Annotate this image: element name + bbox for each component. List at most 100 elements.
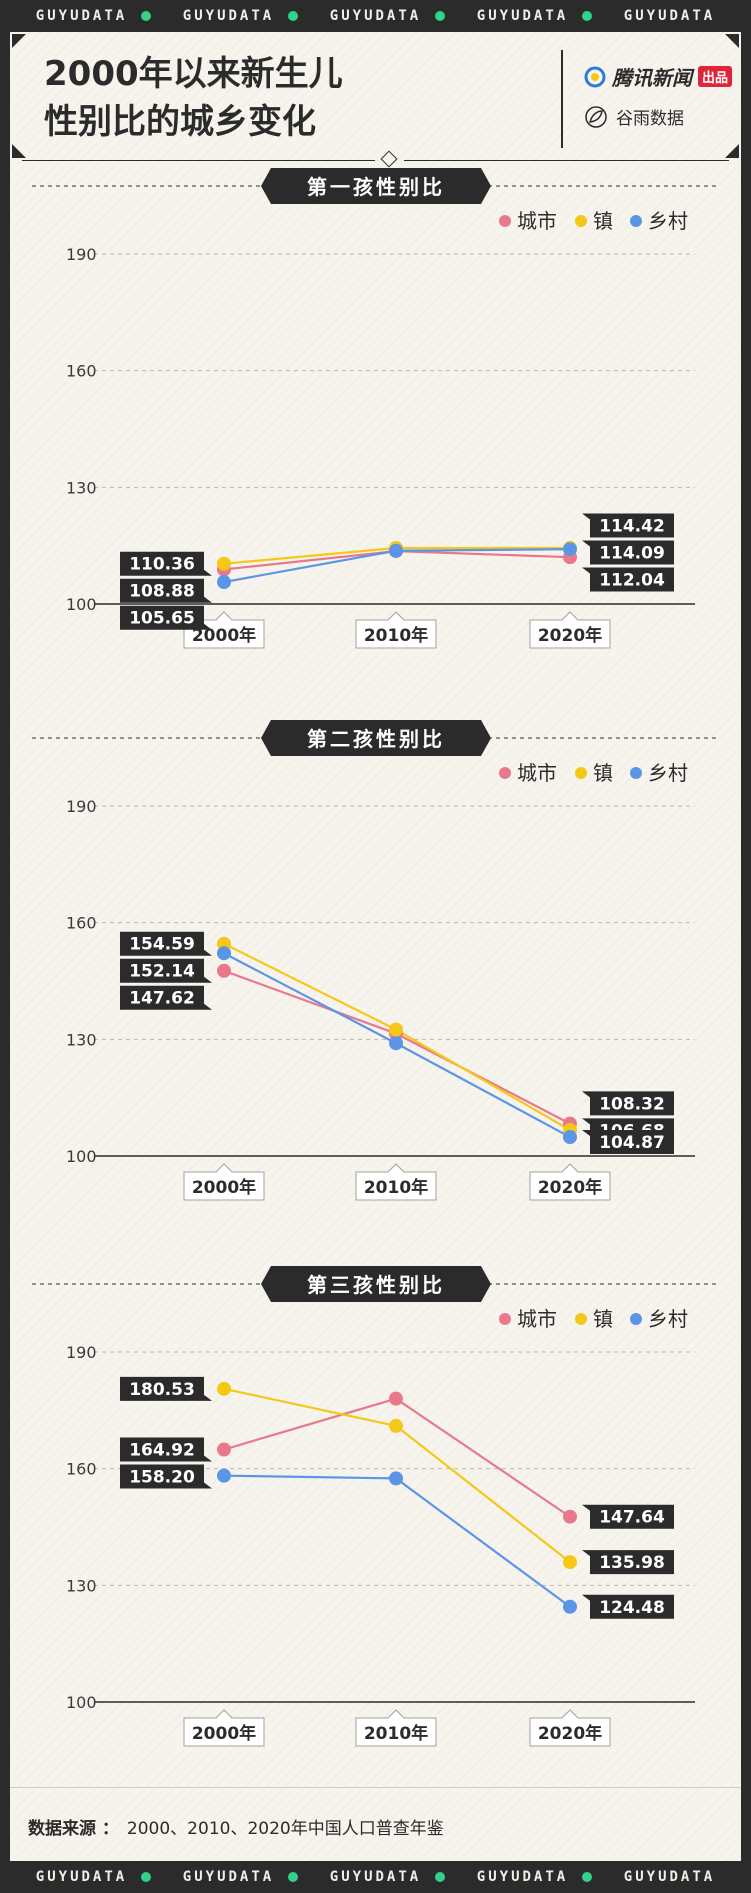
x-category-tag [183,1163,265,1201]
x-category-tag [529,1709,611,1747]
y-tick-label: 160 [66,1460,97,1479]
band-text: GUYUDATA [35,1869,128,1885]
data-label-box [120,1437,212,1462]
data-label-box [120,578,212,603]
legend-label: 乡村 [648,761,688,785]
section-title-pill [261,168,491,204]
data-label-box [582,1550,674,1575]
band-text: GUYUDATA [182,8,275,24]
data-point-town [217,556,231,571]
data-point-town [389,1022,403,1037]
data-label-box [582,1594,674,1619]
data-label: 114.42 [599,517,665,537]
legend-dot [575,215,587,227]
band-text: GUYUDATA [329,8,422,24]
data-point-rural [389,1471,403,1486]
data-point-rural [389,1036,403,1051]
data-label: 114.09 [599,544,665,564]
title-line-1: 2000年以来新生儿 [44,54,343,94]
y-tick-label: 100 [66,1693,97,1712]
title-line-2: 性别比的城乡变化 [44,102,316,142]
data-label: 108.88 [129,582,195,602]
footer-rule [10,1787,741,1788]
data-label-box [582,513,674,538]
data-label-box [582,540,674,565]
data-point-town [389,1418,403,1433]
data-label: 105.65 [129,609,195,629]
x-tick-label: 2000年 [192,625,256,646]
series-line-city [223,1397,571,1518]
data-label: 108.32 [599,1094,665,1114]
data-label-box [582,1130,674,1154]
legend-dot [499,1313,511,1325]
data-point-city [563,1509,577,1524]
legend-label: 乡村 [648,209,688,233]
section-title: 第一孩性别比 [307,175,445,199]
source-label: 数据来源 ： [28,1819,119,1839]
x-category-tag [355,1163,437,1201]
x-tick-label: 2000年 [192,1723,256,1744]
legend-dot [630,767,642,779]
legend-label: 城市 [517,209,557,233]
data-label: 112.04 [599,571,665,591]
legend-dot [575,767,587,779]
legend-label: 城市 [517,761,557,785]
legend-label: 镇 [593,209,613,233]
data-point-city [217,963,231,978]
x-tick-label: 2020年 [538,1177,602,1198]
y-tick-label: 190 [66,797,97,816]
paper-panel: 2000年以来新生儿 性别比的城乡变化 腾讯新闻 出品 谷雨数据 第一孩性别比城… [10,32,741,1861]
data-label: 147.64 [599,1508,665,1528]
dot-icon [582,11,593,21]
dot-icon [435,11,446,21]
x-category-tag [183,1709,265,1747]
data-label: 154.59 [129,935,195,955]
y-tick-label: 190 [66,245,97,264]
legend-dot [499,215,511,227]
band-text: GUYUDATA [182,1869,275,1885]
data-label: 104.87 [599,1133,665,1153]
data-point-rural [217,946,231,961]
y-tick-label: 190 [66,1343,97,1362]
dot-icon [141,1872,152,1882]
data-label-box [582,567,674,592]
data-label-box [120,605,212,630]
legend-label: 镇 [593,1307,613,1331]
band-text: GUYUDATA [329,1869,422,1885]
data-label: 147.62 [129,989,195,1009]
dot-icon [141,11,152,21]
data-point-rural [563,542,577,557]
dot-icon [288,11,299,21]
legend-dot [575,1313,587,1325]
x-category-tag [529,1163,611,1201]
data-label: 110.36 [129,555,195,575]
header-divider [561,50,563,148]
bottom-band: GUYUDATA GUYUDATA GUYUDATA GUYUDATA GUYU… [0,1861,751,1893]
section-title-pill [261,1266,491,1302]
brand-badge: 出品 [698,66,733,87]
data-label-box [582,1091,674,1116]
brand-primary-text: 腾讯新闻 [612,66,692,90]
y-tick-label: 130 [66,1576,97,1595]
y-tick-label: 100 [66,595,97,614]
legend-label: 镇 [593,761,613,785]
y-tick-label: 160 [66,362,97,381]
dot-icon [435,1872,446,1882]
band-text: GUYUDATA [623,1869,716,1885]
brand-guyu-data: 谷雨数据 [584,104,684,129]
brand-tencent-news: 腾讯新闻 出品 [584,62,733,91]
data-point-city [389,1391,403,1406]
section-title-pill [261,720,491,756]
data-label-box [582,1504,674,1529]
data-point-city [217,1442,231,1457]
legend-dot [499,767,511,779]
x-tick-label: 2000年 [192,1177,256,1198]
series-line-rural [223,1474,571,1608]
y-tick-label: 130 [66,478,97,497]
x-tick-label: 2020年 [538,1723,602,1744]
page-title: 2000年以来新生儿 性别比的城乡变化 [44,50,343,146]
data-point-rural [389,543,403,558]
corner-triangle [12,144,26,158]
band-text: GUYUDATA [623,8,716,24]
top-band: GUYUDATA GUYUDATA GUYUDATA GUYUDATA GUYU… [0,0,751,32]
